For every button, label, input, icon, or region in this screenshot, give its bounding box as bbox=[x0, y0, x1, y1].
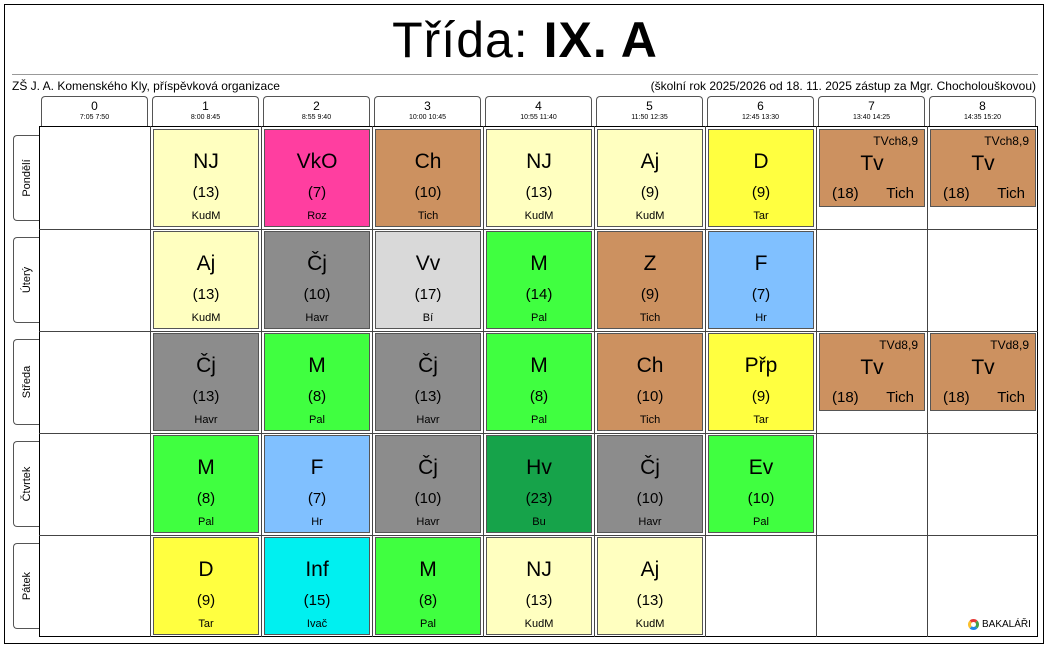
day-label-wednesday: Středa bbox=[13, 339, 39, 425]
grid-line bbox=[39, 433, 1038, 434]
grid-line bbox=[927, 126, 928, 637]
lesson-cell[interactable]: M (8) Pal bbox=[486, 333, 592, 431]
lesson-cell[interactable]: NJ (13) KudM bbox=[486, 129, 592, 227]
lesson-cell[interactable]: Ch (10) Tich bbox=[375, 129, 481, 227]
lesson-cell[interactable]: M (8) Pal bbox=[153, 435, 259, 533]
day-label-thursday: Čtvrtek bbox=[13, 441, 39, 527]
grid-line bbox=[705, 126, 706, 637]
lesson-cell[interactable]: Aj (9) KudM bbox=[597, 129, 703, 227]
grid-line bbox=[39, 229, 1038, 230]
lesson-cell[interactable]: M (8) Pal bbox=[264, 333, 370, 431]
lesson-cell[interactable]: D (9) Tar bbox=[153, 537, 259, 635]
grid-line bbox=[816, 126, 817, 637]
period-header-2: 2 8:55 9:40 bbox=[263, 96, 370, 126]
grid-line bbox=[39, 331, 1038, 332]
day-label-monday: Pondělí bbox=[13, 135, 39, 221]
grid-line bbox=[372, 126, 373, 637]
period-header-5: 5 11:50 12:35 bbox=[596, 96, 703, 126]
group-lesson-cell[interactable]: TVch8,9 Tv (18) Tich bbox=[819, 129, 925, 207]
lesson-cell[interactable]: Hv (23) Bu bbox=[486, 435, 592, 533]
lesson-cell[interactable]: D (9) Tar bbox=[708, 129, 814, 227]
lesson-cell[interactable]: Ch (10) Tich bbox=[597, 333, 703, 431]
lesson-cell[interactable]: Aj (13) KudM bbox=[597, 537, 703, 635]
lesson-cell[interactable]: F (7) Hr bbox=[708, 231, 814, 329]
lesson-cell[interactable]: Čj (10) Havr bbox=[597, 435, 703, 533]
day-label-friday: Pátek bbox=[13, 543, 39, 629]
bakalari-logo-icon bbox=[968, 619, 979, 630]
period-header-0: 0 7:05 7:50 bbox=[41, 96, 148, 126]
timetable-frame bbox=[4, 4, 1044, 644]
grid-line bbox=[594, 126, 595, 637]
lesson-cell[interactable]: Z (9) Tich bbox=[597, 231, 703, 329]
lesson-cell[interactable]: Čj (13) Havr bbox=[375, 333, 481, 431]
school-name: ZŠ J. A. Komenského Kly, příspěvková org… bbox=[12, 79, 280, 93]
lesson-cell[interactable]: M (8) Pal bbox=[375, 537, 481, 635]
grid-line bbox=[261, 126, 262, 637]
day-label-tuesday: Úterý bbox=[13, 237, 39, 323]
period-header-8: 8 14:35 15:20 bbox=[929, 96, 1036, 126]
grid-line bbox=[39, 535, 1038, 536]
period-header-7: 7 13:40 14:25 bbox=[818, 96, 925, 126]
lesson-cell[interactable]: Čj (10) Havr bbox=[375, 435, 481, 533]
period-header-6: 6 12:45 13:30 bbox=[707, 96, 814, 126]
grid-line bbox=[483, 126, 484, 637]
schedule-info: (školní rok 2025/2026 od 18. 11. 2025 zá… bbox=[650, 79, 1036, 93]
bakalari-logo-text: BAKALÁŘI bbox=[982, 619, 1031, 630]
lesson-cell[interactable]: Čj (13) Havr bbox=[153, 333, 259, 431]
lesson-cell[interactable]: NJ (13) KudM bbox=[486, 537, 592, 635]
lesson-cell[interactable]: Ev (10) Pal bbox=[708, 435, 814, 533]
lesson-cell[interactable]: Vv (17) Bí bbox=[375, 231, 481, 329]
group-lesson-cell[interactable]: TVch8,9 Tv (18) Tich bbox=[930, 129, 1036, 207]
period-header-3: 3 10:00 10:45 bbox=[374, 96, 481, 126]
lesson-cell[interactable]: Aj (13) KudM bbox=[153, 231, 259, 329]
group-lesson-cell[interactable]: TVd8,9 Tv (18) Tich bbox=[819, 333, 925, 411]
bakalari-logo: BAKALÁŘI bbox=[968, 619, 1031, 630]
lesson-cell[interactable]: Přp (9) Tar bbox=[708, 333, 814, 431]
group-lesson-cell[interactable]: TVd8,9 Tv (18) Tich bbox=[930, 333, 1036, 411]
period-header-4: 4 10:55 11:40 bbox=[485, 96, 592, 126]
grid-line bbox=[150, 126, 151, 637]
page-title: Třída: IX. A bbox=[392, 12, 658, 68]
lesson-cell[interactable]: NJ (13) KudM bbox=[153, 129, 259, 227]
timetable-grid bbox=[39, 126, 1038, 637]
title-divider bbox=[12, 74, 1038, 75]
lesson-cell[interactable]: M (14) Pal bbox=[486, 231, 592, 329]
lesson-cell[interactable]: F (7) Hr bbox=[264, 435, 370, 533]
lesson-cell[interactable]: VkO (7) Roz bbox=[264, 129, 370, 227]
period-header-1: 1 8:00 8:45 bbox=[152, 96, 259, 126]
lesson-cell[interactable]: Čj (10) Havr bbox=[264, 231, 370, 329]
lesson-cell[interactable]: Inf (15) Ivač bbox=[264, 537, 370, 635]
